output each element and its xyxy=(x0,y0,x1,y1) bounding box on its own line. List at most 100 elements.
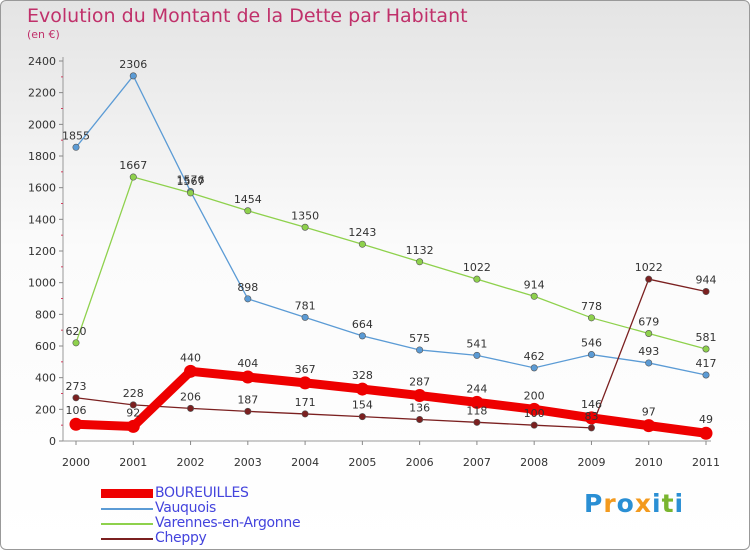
data-point xyxy=(187,404,195,412)
data-label: 273 xyxy=(66,380,87,393)
unit-label: (en €) xyxy=(27,28,60,41)
data-point xyxy=(527,402,541,416)
axes: 0 200 400 600 800 1000 1200 1400 1600 1800 2000 220… xyxy=(28,55,720,469)
logo-letter: o xyxy=(616,489,635,518)
data-label: 462 xyxy=(524,350,545,363)
y-tick-label: 800 xyxy=(35,308,56,321)
series-line-boureuilles xyxy=(71,366,711,438)
chart-title: Evolution du Montant de la Dette par Hab… xyxy=(27,5,468,27)
data-label: 581 xyxy=(696,331,717,344)
x-tick-label: 2006 xyxy=(406,456,434,469)
legend-label: Vauquois xyxy=(155,500,217,516)
data-point xyxy=(530,421,538,429)
data-point xyxy=(187,189,195,197)
y-tick-label: 600 xyxy=(35,340,56,353)
data-label: 1855 xyxy=(62,129,90,142)
logo-letter: t xyxy=(661,489,675,518)
data-point xyxy=(530,364,538,372)
data-point xyxy=(184,364,198,378)
data-point xyxy=(645,275,653,283)
data-label: 1567 xyxy=(177,175,205,188)
data-label: 171 xyxy=(295,396,316,409)
data-point xyxy=(301,223,309,231)
data-label: 1132 xyxy=(406,244,434,257)
data-point xyxy=(473,418,481,426)
data-label: 679 xyxy=(638,315,659,328)
data-label: 118 xyxy=(466,404,487,417)
y-tick-label: 400 xyxy=(35,372,56,385)
data-point xyxy=(702,371,710,379)
data-label: 100 xyxy=(524,407,545,420)
x-tick-label: 2008 xyxy=(520,456,548,469)
data-point xyxy=(298,376,312,390)
data-point xyxy=(587,424,595,432)
y-tick-label: 1200 xyxy=(28,245,56,258)
data-label: 146 xyxy=(581,398,602,411)
x-tick-label: 2003 xyxy=(234,456,262,469)
x-tick-label: 2011 xyxy=(692,456,720,469)
data-label: 440 xyxy=(180,351,201,364)
series-line-vauquois xyxy=(75,74,707,376)
data-point xyxy=(702,288,710,296)
logo-letter: P xyxy=(584,489,604,518)
data-point xyxy=(301,410,309,418)
y-tick-label: 1000 xyxy=(28,277,56,290)
data-point xyxy=(129,401,137,409)
y-tick-label: 0 xyxy=(49,435,56,448)
data-point xyxy=(473,275,481,283)
series-line-varennes-en-argonne xyxy=(75,176,707,350)
data-label: 1022 xyxy=(635,261,663,274)
data-label: 404 xyxy=(237,357,258,370)
data-point xyxy=(355,382,369,396)
data-point xyxy=(72,143,80,151)
data-label: 187 xyxy=(237,393,258,406)
data-point xyxy=(244,407,252,415)
data-point xyxy=(244,207,252,215)
data-point xyxy=(584,411,598,425)
y-tick-label: 2000 xyxy=(28,118,56,131)
legend-swatch xyxy=(101,508,153,510)
data-point xyxy=(470,395,484,409)
x-tick-label: 2000 xyxy=(62,456,90,469)
data-point xyxy=(587,314,595,322)
data-label: 83 xyxy=(584,410,598,423)
y-tick-label: 2400 xyxy=(28,55,56,68)
data-point xyxy=(129,173,137,181)
logo-letter: i xyxy=(652,489,662,518)
y-tick-label: 2200 xyxy=(28,87,56,100)
data-point xyxy=(416,415,424,423)
data-label: 493 xyxy=(638,345,659,358)
data-point xyxy=(699,426,713,440)
series-line-cheppy xyxy=(75,278,707,429)
data-labels: 106 92 440 404 367 328 287 244 200 146 97 49 1855 230… xyxy=(62,58,717,426)
data-label: 620 xyxy=(66,325,87,338)
data-label: 778 xyxy=(581,300,602,313)
data-point xyxy=(241,370,255,384)
data-label: 417 xyxy=(696,357,717,370)
legend-label: Varennes-en-Argonne xyxy=(155,515,301,531)
data-label: 244 xyxy=(466,382,487,395)
y-tick-label: 200 xyxy=(35,403,56,416)
data-point xyxy=(702,345,710,353)
logo-letter: x xyxy=(634,489,652,518)
data-label: 206 xyxy=(180,390,201,403)
data-point xyxy=(645,359,653,367)
data-label: 781 xyxy=(295,299,316,312)
data-label: 914 xyxy=(524,278,545,291)
legend-label: Cheppy xyxy=(155,530,207,546)
data-point xyxy=(473,351,481,359)
data-point xyxy=(416,258,424,266)
logo-letter: i xyxy=(674,489,685,518)
data-label: 92 xyxy=(126,406,140,419)
logo-letter: r xyxy=(603,489,617,518)
data-point xyxy=(244,295,252,303)
data-label: 664 xyxy=(352,318,373,331)
data-point xyxy=(413,389,427,403)
data-point xyxy=(416,346,424,354)
data-point xyxy=(642,419,656,433)
data-label: 228 xyxy=(123,387,144,400)
data-label: 97 xyxy=(642,406,656,419)
data-label: 49 xyxy=(699,413,713,426)
